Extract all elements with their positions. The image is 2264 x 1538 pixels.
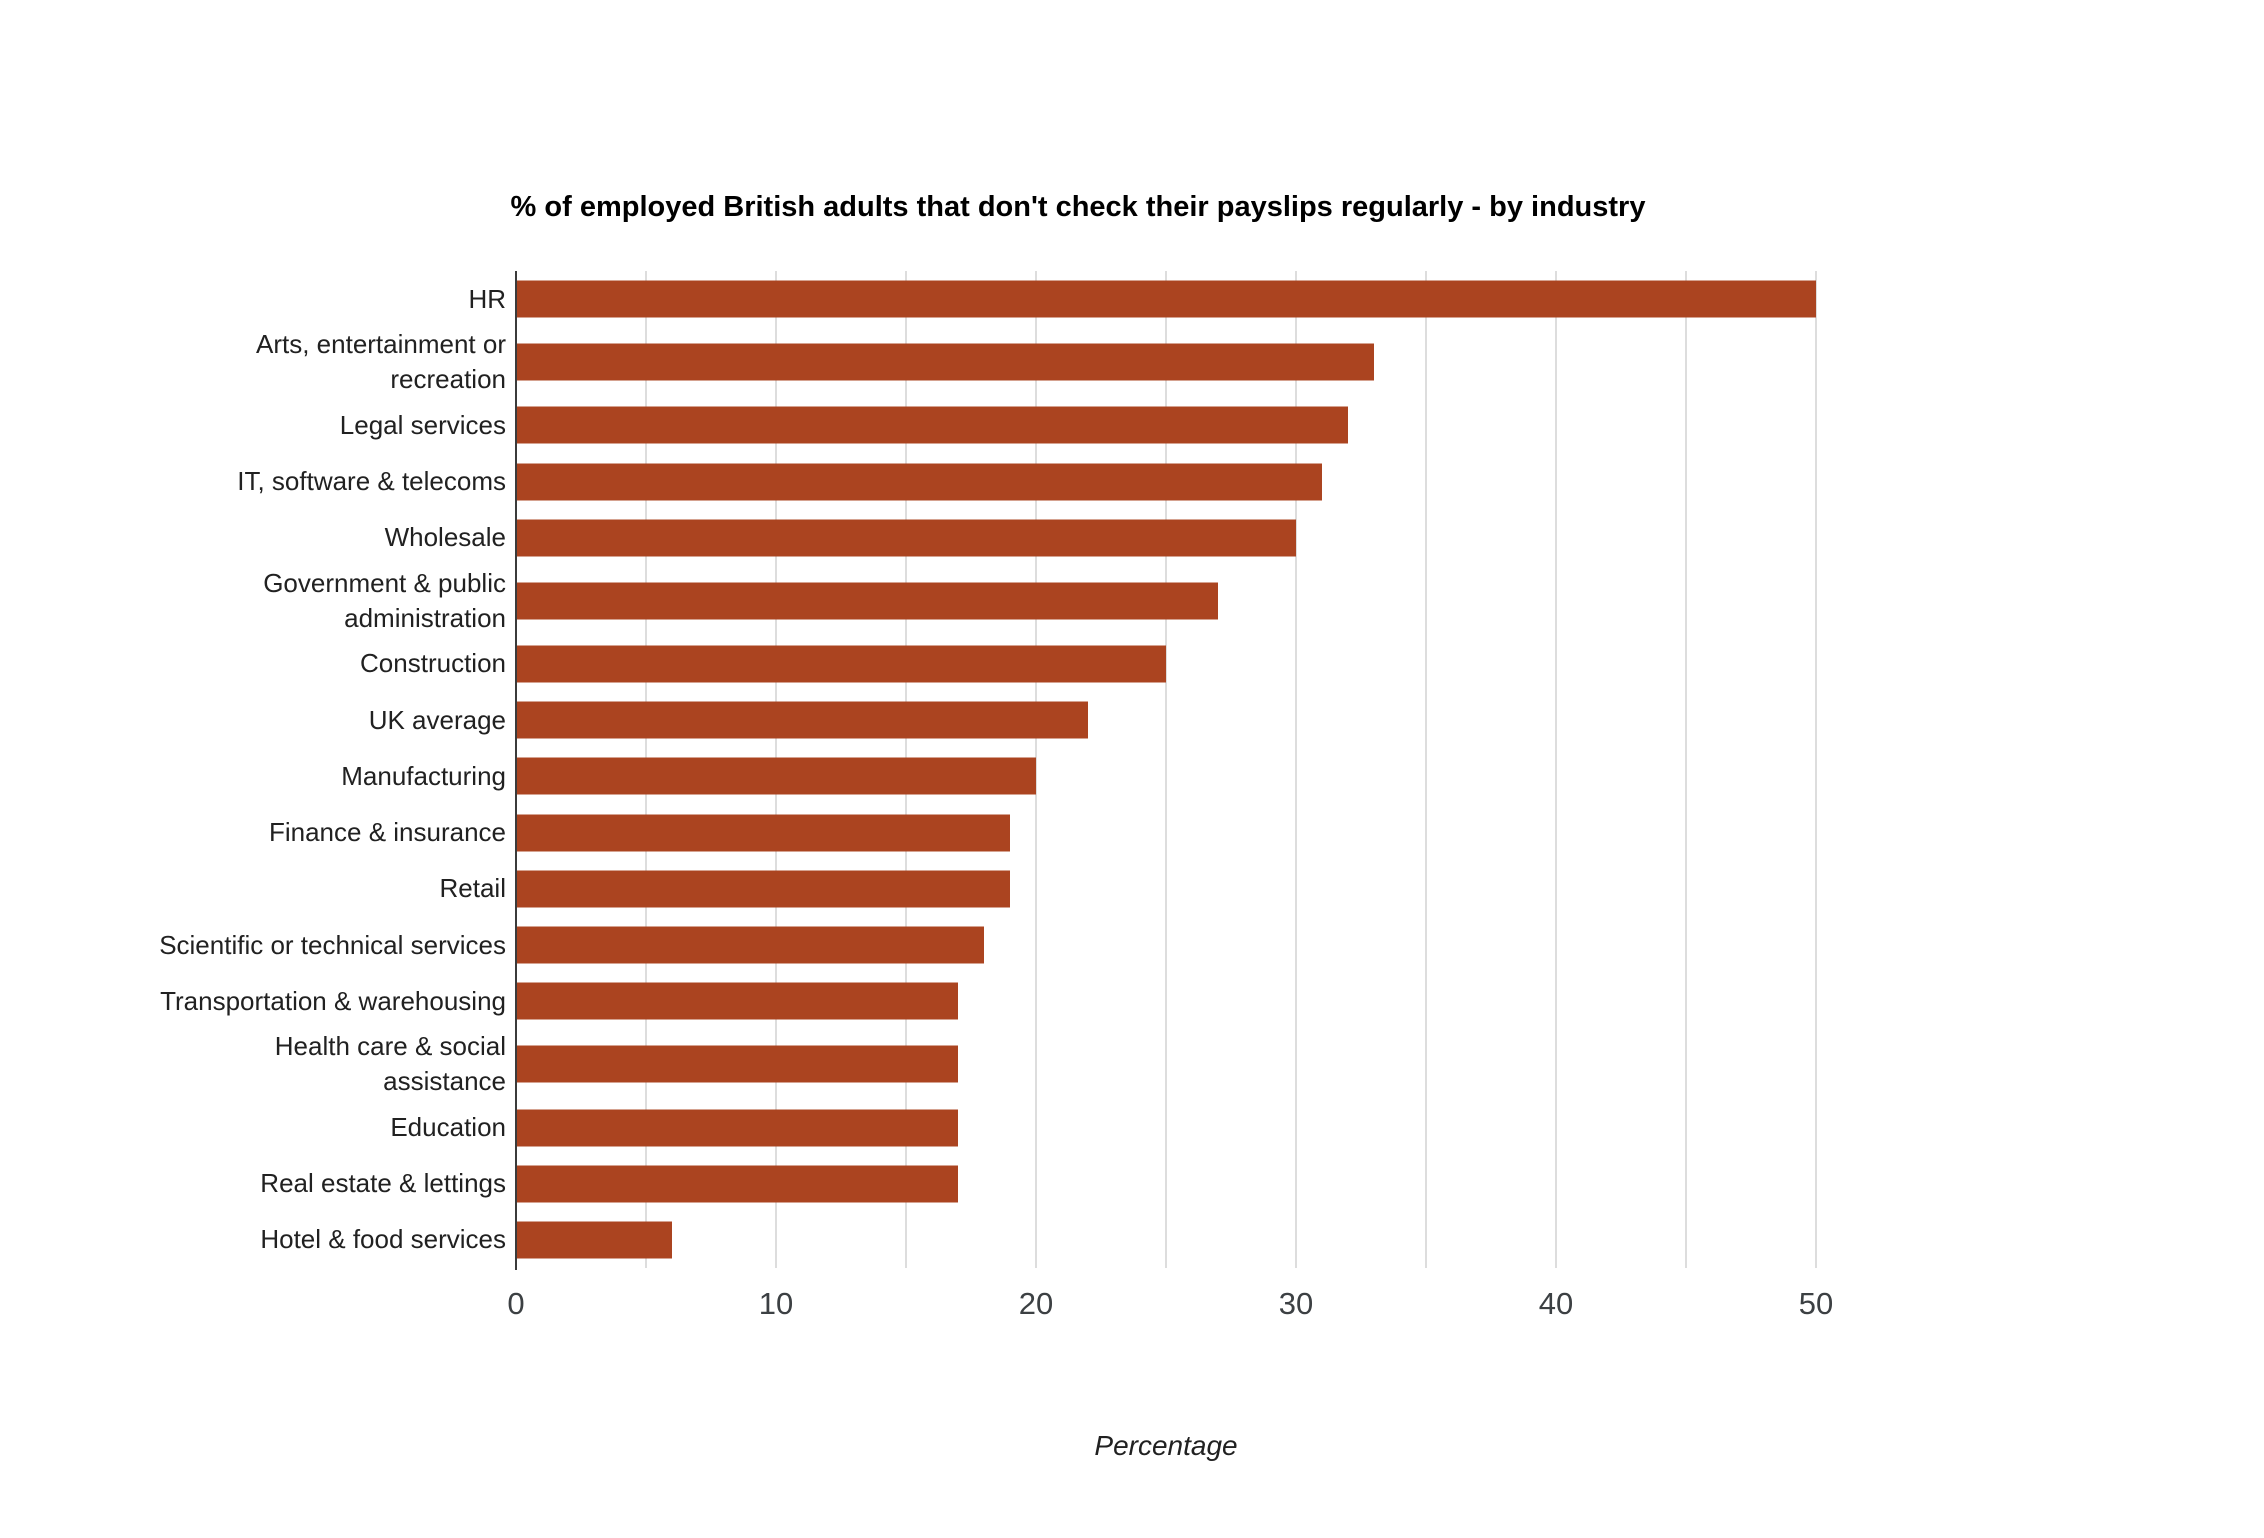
gridline [1035, 271, 1037, 1268]
category-label: Education [390, 1112, 506, 1143]
bar-row: Finance & insurance [0, 805, 1944, 861]
gridline [1815, 271, 1817, 1268]
bar-track [516, 917, 1944, 973]
bar [516, 757, 1036, 795]
bar-track [516, 1212, 1944, 1268]
bar [516, 582, 1218, 620]
y-axis-line [515, 271, 517, 1270]
bar [516, 1165, 958, 1203]
bar-row: Manufacturing [0, 748, 1944, 804]
bar-track [516, 1099, 1944, 1155]
bar-row: Government & public administration [0, 566, 1944, 636]
bar-track [516, 397, 1944, 453]
bar [516, 870, 1010, 908]
bar-row: UK average [0, 692, 1944, 748]
category-label: Manufacturing [341, 760, 506, 791]
bar [516, 701, 1088, 739]
bar-row: Real estate & lettings [0, 1156, 1944, 1212]
bar-row: Scientific or technical services [0, 917, 1944, 973]
category-label: Arts, entertainment or recreation [256, 329, 506, 395]
bar [516, 1045, 958, 1083]
category-label: IT, software & telecoms [237, 466, 506, 497]
x-tick-label: 50 [1798, 1286, 1834, 1321]
bar-track [516, 453, 1944, 509]
bar-row: Construction [0, 636, 1944, 692]
category-label: Retail [439, 873, 506, 904]
bar [516, 280, 1816, 318]
bar [516, 1221, 672, 1259]
bar [516, 926, 984, 964]
category-label: Real estate & lettings [260, 1168, 506, 1199]
bar-row: IT, software & telecoms [0, 453, 1944, 509]
bar [516, 406, 1348, 444]
bar-row: Wholesale [0, 510, 1944, 566]
gridline [1425, 271, 1427, 1268]
gridline [1555, 271, 1557, 1268]
bar-track [516, 271, 1944, 327]
plot-area: HR Arts, entertainment or recreation Legal… [0, 271, 1944, 1268]
bar-row: Transportation & warehousing [0, 973, 1944, 1029]
category-label: Construction [360, 648, 506, 679]
bar-track [516, 1156, 1944, 1212]
bar-track [516, 692, 1944, 748]
bar-row: Retail [0, 861, 1944, 917]
bar-track [516, 748, 1944, 804]
bar [516, 463, 1322, 501]
bar-track [516, 636, 1944, 692]
category-label: Government & public administration [263, 567, 506, 633]
chart-title: % of employed British adults that don't … [510, 191, 1646, 223]
bar-row: Hotel & food services [0, 1212, 1944, 1268]
gridline [1165, 271, 1167, 1268]
category-label: Wholesale [384, 522, 506, 553]
bar [516, 343, 1374, 381]
category-label: Transportation & warehousing [160, 985, 506, 1016]
bar-track [516, 805, 1944, 861]
x-tick-label: 20 [1018, 1286, 1054, 1321]
bar-row: Health care & social assistance [0, 1029, 1944, 1099]
bar-row: HR [0, 271, 1944, 327]
bar-track [516, 973, 1944, 1029]
x-tick-label: 30 [1278, 1286, 1314, 1321]
x-tick-label: 10 [758, 1286, 794, 1321]
category-label: Hotel & food services [260, 1224, 506, 1255]
x-axis-title: Percentage [1094, 1430, 1238, 1461]
bar-row: Legal services [0, 397, 1944, 453]
bar [516, 645, 1166, 683]
bar-row: Arts, entertainment or recreation [0, 327, 1944, 397]
bar [516, 814, 1010, 852]
x-tick-label: 0 [507, 1286, 525, 1321]
category-label: Finance & insurance [268, 817, 506, 848]
category-label: UK average [368, 704, 506, 735]
bar [516, 1109, 958, 1147]
bar-track [516, 327, 1944, 397]
x-tick-label: 40 [1538, 1286, 1574, 1321]
bar-track [516, 566, 1944, 636]
bar-track [516, 1029, 1944, 1099]
bar [516, 519, 1296, 557]
category-label: Legal services [339, 409, 506, 440]
gridline [1295, 271, 1297, 1268]
bar [516, 982, 958, 1020]
gridline [1685, 271, 1687, 1268]
bar-row: Education [0, 1099, 1944, 1155]
bar-track [516, 510, 1944, 566]
bar-track [516, 861, 1944, 917]
category-label: HR [468, 283, 506, 314]
category-label: Scientific or technical services [159, 929, 506, 960]
category-label: Health care & social assistance [274, 1031, 506, 1097]
